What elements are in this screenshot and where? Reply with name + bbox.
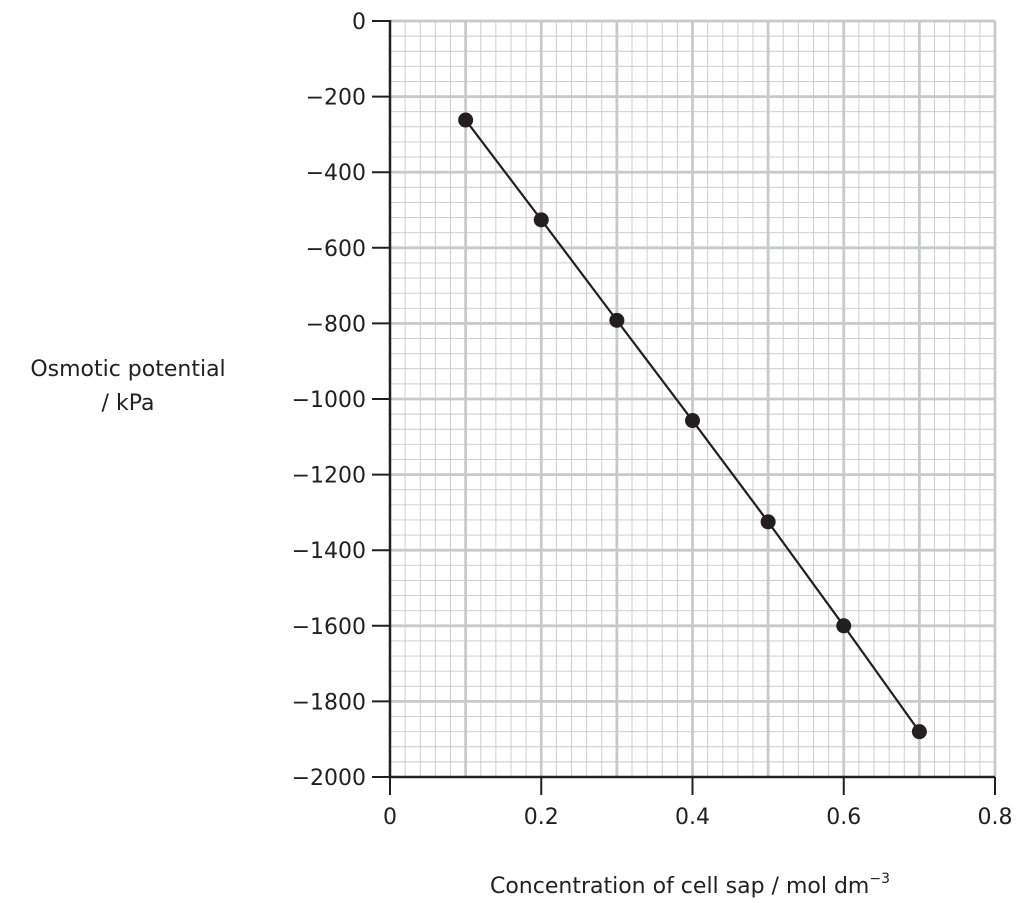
axes [372, 20, 996, 795]
data-point [458, 112, 474, 128]
x-tick-label: 0.6 [826, 805, 861, 830]
x-tick-label: 0.8 [978, 805, 1013, 830]
data-series [458, 112, 927, 740]
y-axis-title-line-2: / kPa [102, 391, 155, 416]
y-tick-label: −1000 [292, 388, 366, 413]
axis-titles: Osmotic potential / kPa Concentration of… [30, 357, 890, 899]
tick-labels: 0 −200 −400 −600 −800 −1000 −1200 −1400 −1600 −18… [292, 10, 1013, 830]
data-point [911, 724, 927, 740]
data-point [685, 413, 700, 429]
data-point [609, 312, 625, 328]
y-tick-label: 0 [352, 10, 366, 35]
y-axis-title-line-1: Osmotic potential [30, 357, 225, 382]
data-point [760, 514, 776, 530]
data-point [533, 212, 549, 228]
y-tick-label: −1600 [292, 615, 366, 640]
y-tick-label: −1400 [292, 539, 366, 564]
x-tick-label: 0 [383, 805, 397, 830]
grid [390, 19, 997, 777]
y-tick-label: −400 [306, 161, 366, 186]
data-point [836, 618, 852, 634]
x-axis-title-superscript: −3 [869, 871, 890, 887]
y-tick-label: −1800 [292, 690, 366, 715]
x-tick-label: 0.2 [524, 805, 559, 830]
x-axis-title: Concentration of cell sap / mol dm−3 [490, 871, 890, 899]
y-tick-label: −800 [306, 312, 366, 337]
y-tick-label: −2000 [292, 766, 366, 791]
x-axis-title-text: Concentration of cell sap / mol dm [490, 874, 869, 899]
y-tick-label: −600 [306, 237, 366, 262]
y-tick-label: −1200 [292, 464, 366, 489]
y-tick-label: −200 [306, 86, 366, 111]
x-tick-label: 0.4 [675, 805, 710, 830]
